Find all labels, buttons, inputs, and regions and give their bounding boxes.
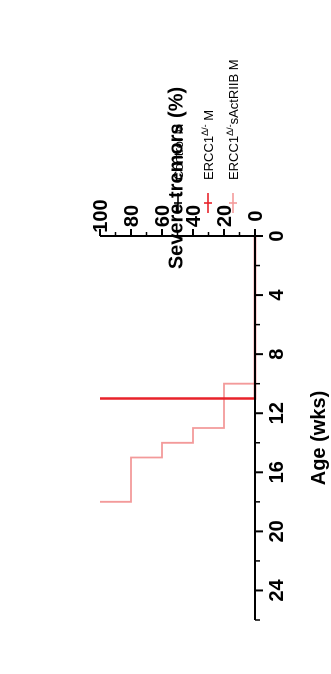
legend-label-superscript: Δ/- (225, 124, 235, 136)
y-tick-label: 80 (121, 205, 143, 227)
x-tick-label: 4 (266, 289, 288, 301)
x-tick-label: 16 (266, 461, 288, 483)
x-tick-label: 0 (266, 230, 288, 241)
y-axis-title: Severe tremors (%) (166, 87, 188, 269)
legend-label-base: ERCC1 (201, 136, 216, 180)
legend-label-tail: sActRIIB M (226, 59, 241, 124)
legend-label-3: ERCC1Δ/-sActRIIB M (225, 59, 241, 180)
x-tick-label: 8 (266, 349, 288, 360)
y-tick-label: 40 (183, 205, 205, 227)
y-tick-label: 60 (152, 205, 174, 227)
legend-label-1: Control M (171, 124, 186, 180)
y-tick-label: 20 (214, 205, 236, 227)
x-tick-label: 24 (266, 578, 288, 601)
y-tick-label: 100 (90, 199, 112, 232)
plot-area (100, 236, 257, 503)
legend-label-2: ERCC1Δ/- M (200, 110, 216, 180)
legend-label-tail: M (201, 110, 216, 124)
series-line-3 (100, 236, 256, 503)
y-tick-label: 0 (245, 210, 267, 221)
x-tick-label: 12 (266, 402, 288, 424)
x-tick-label: 20 (266, 520, 288, 542)
legend-label-base: ERCC1 (226, 136, 241, 180)
axes: 0 20 40 60 80 100 0 4 8 12 16 20 24 Age (wks) Severe t… (90, 87, 330, 621)
x-axis-title: Age (wks) (308, 391, 330, 485)
legend-label-superscript: Δ/- (200, 124, 210, 136)
